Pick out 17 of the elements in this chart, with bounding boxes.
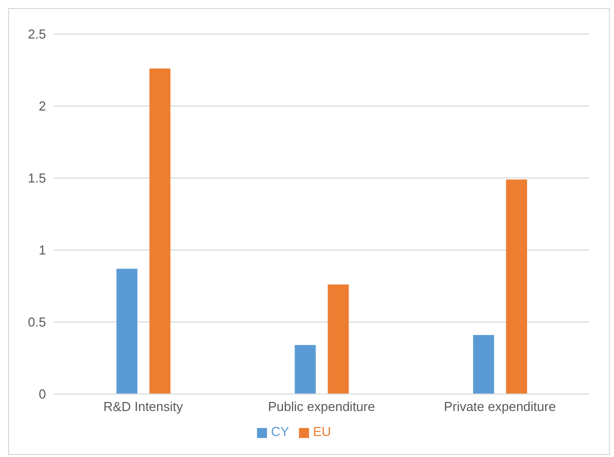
legend-label: CY [270,424,289,439]
y-tick-label: 1.5 [28,170,46,186]
x-tick-label: Public expenditure [268,399,375,414]
legend-label: EU [313,424,332,439]
x-tick-label: Private expenditure [444,399,556,414]
x-tick-label: R&D Intensity [103,399,184,414]
y-tick-label: 1 [38,242,46,258]
bar [149,68,170,394]
bar [294,345,316,394]
y-tick-label: 0.5 [28,314,46,330]
bar [116,268,138,394]
y-tick-label: 0 [38,386,46,402]
bar [473,334,494,394]
y-tick-label: 2.5 [28,26,46,42]
y-tick-label: 2 [38,98,46,114]
bar [328,284,349,394]
bar [506,179,528,394]
